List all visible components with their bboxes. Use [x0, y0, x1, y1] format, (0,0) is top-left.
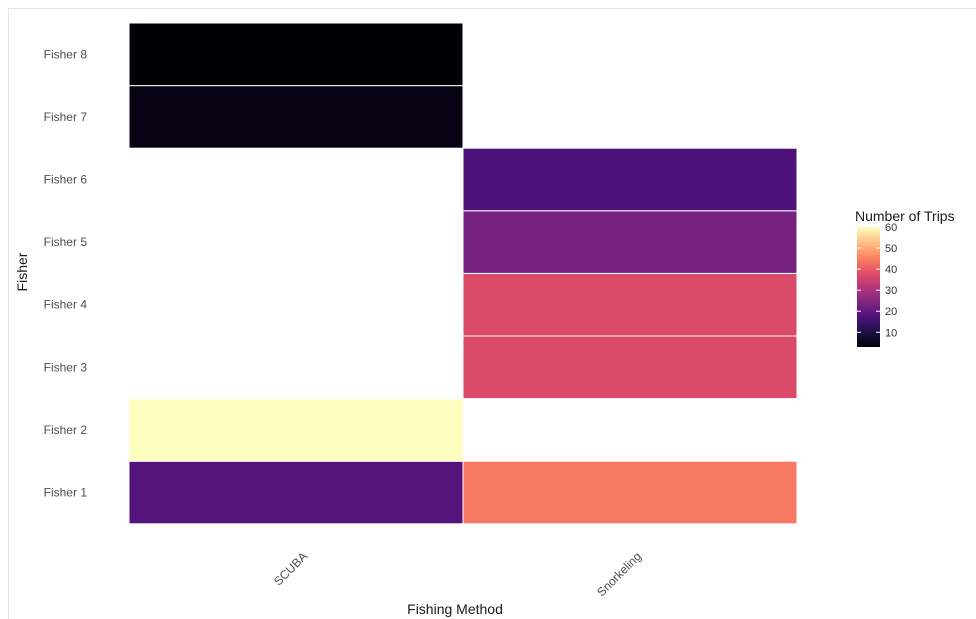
- chart-frame: Fisher 1 Fisher 2 Fisher 3 Fisher 4 Fisher 5…: [8, 8, 976, 619]
- legend-tick-label: 50: [885, 243, 897, 255]
- legend-ticks: 10 20 30 40 50 60: [857, 222, 897, 339]
- y-tick-label: Fisher 4: [44, 298, 88, 312]
- legend-tick-label: 60: [885, 222, 897, 234]
- heatmap-cell: [462, 272, 798, 337]
- color-legend: Number of Trips 10 20 30 40 50 60: [855, 208, 955, 347]
- heatmap-cell: [462, 147, 798, 212]
- y-axis-ticks: Fisher 1 Fisher 2 Fisher 3 Fisher 4 Fisher 5…: [44, 47, 88, 499]
- y-tick-label: Fisher 8: [44, 47, 88, 61]
- legend-tick-label: 20: [885, 306, 897, 318]
- x-axis-ticks: SCUBA Snorkeling: [271, 549, 644, 599]
- x-tick-label: Snorkeling: [594, 549, 644, 599]
- legend-tick-label: 10: [885, 327, 897, 339]
- y-tick-label: Fisher 3: [44, 360, 88, 374]
- x-tick-label: SCUBA: [271, 549, 310, 588]
- heatmap-cell: [128, 460, 464, 525]
- heatmap-cell: [462, 210, 798, 274]
- y-tick-label: Fisher 7: [44, 110, 88, 124]
- heatmap-cell: [462, 460, 798, 525]
- legend-tick-label: 40: [885, 264, 897, 276]
- legend-tick-label: 30: [885, 285, 897, 297]
- y-tick-label: Fisher 6: [44, 173, 88, 187]
- y-tick-label: Fisher 1: [44, 486, 88, 500]
- x-axis-title: Fishing Method: [407, 601, 503, 617]
- heatmap-cell: [128, 22, 464, 87]
- legend-title: Number of Trips: [855, 208, 955, 224]
- heatmap-cell: [128, 398, 464, 462]
- y-tick-label: Fisher 2: [44, 423, 88, 437]
- y-tick-label: Fisher 5: [44, 235, 88, 249]
- heatmap-chart: Fisher 1 Fisher 2 Fisher 3 Fisher 4 Fisher 5…: [14, 22, 955, 617]
- legend-colorbar: [857, 227, 880, 347]
- heatmap-cell: [128, 85, 464, 149]
- heatmap-cells: [128, 22, 798, 525]
- heatmap-cell: [462, 335, 798, 400]
- y-axis-title: Fisher: [14, 252, 30, 291]
